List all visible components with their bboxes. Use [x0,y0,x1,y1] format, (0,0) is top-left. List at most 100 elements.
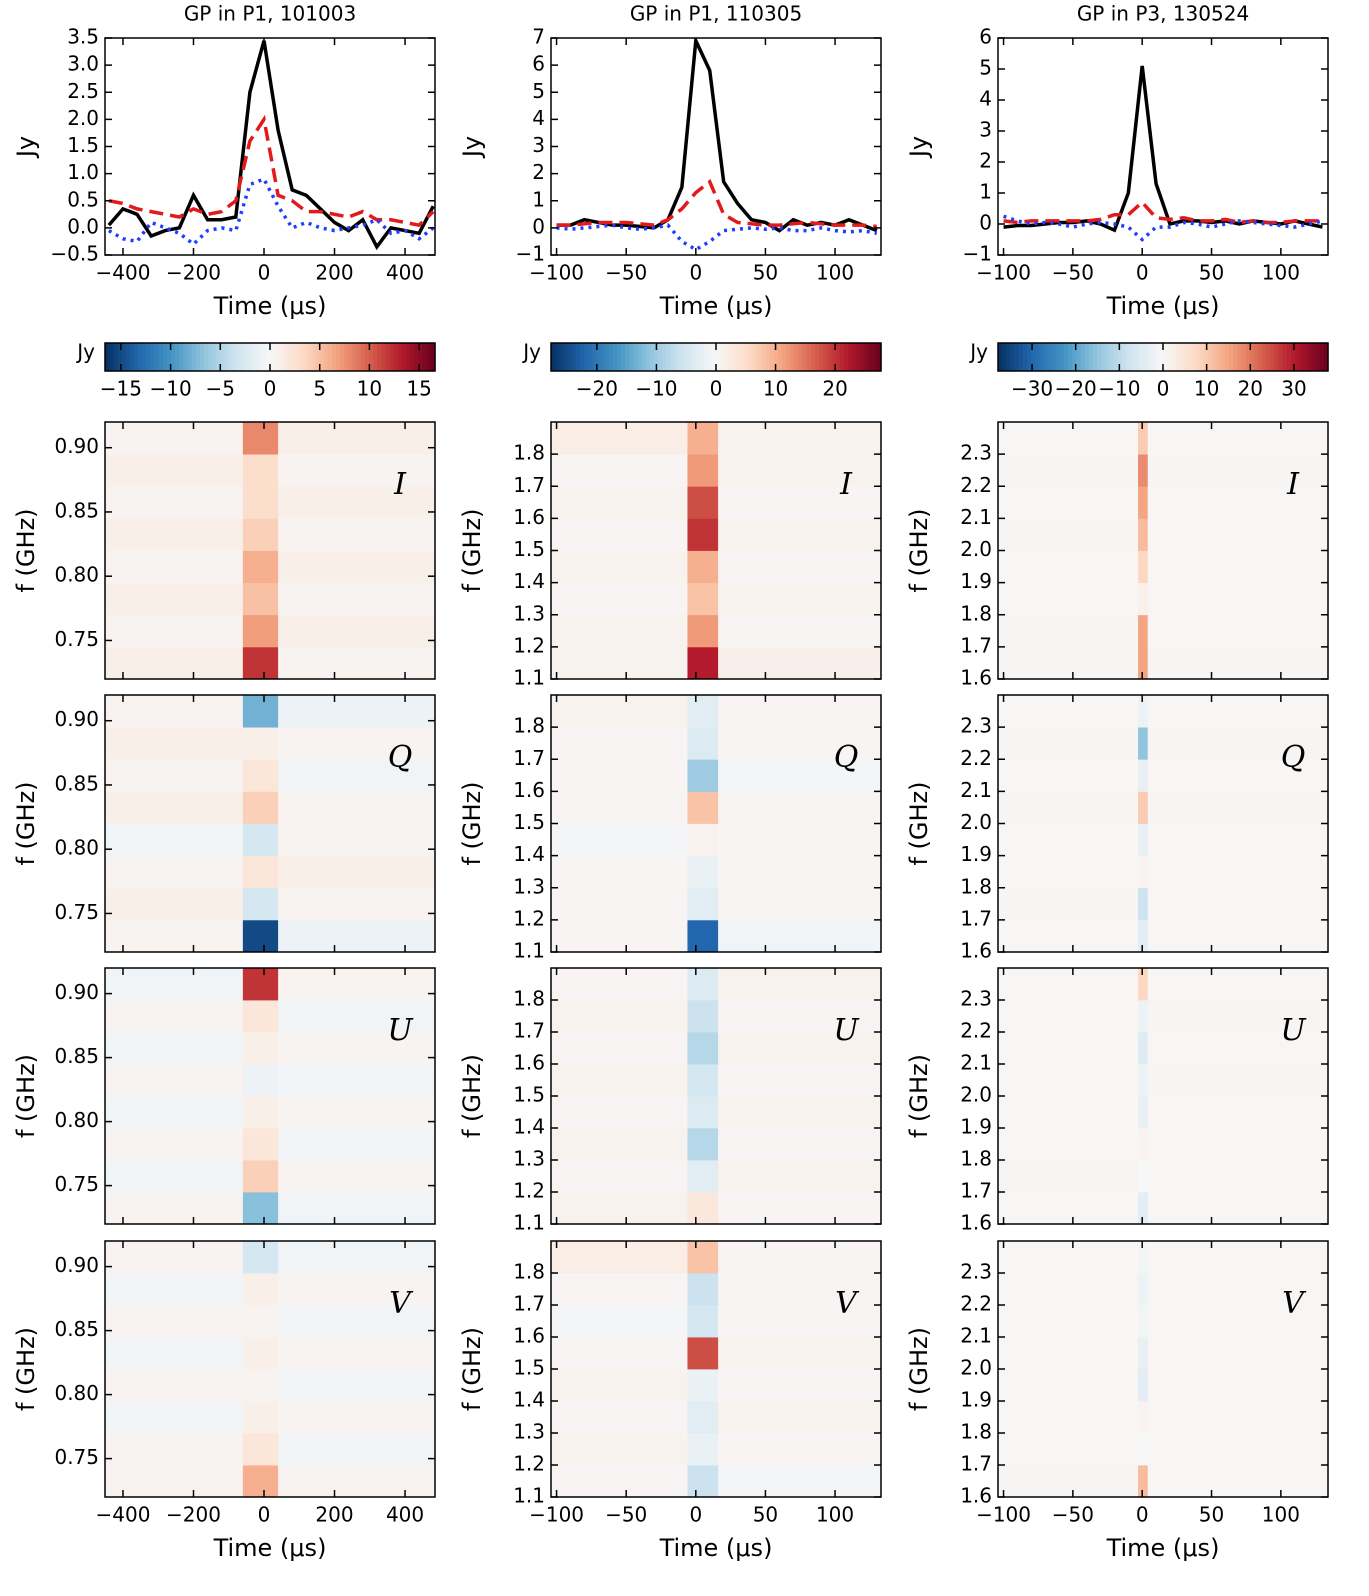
heatmap-cell [105,1192,244,1225]
colorbar-swatch [249,343,255,371]
x-tick-label: 100 [816,1503,854,1527]
heatmap-cell [687,1433,719,1466]
colorbar-swatch [608,343,614,371]
colorbar-swatch [699,343,705,371]
colorbar-swatch [1130,343,1135,371]
heatmap-cell [242,614,279,648]
y-tick-label: 1.7 [513,1019,545,1043]
y-axis-label: f (GHz) [458,508,486,592]
colorbar-swatch [129,343,135,371]
colorbar-swatch [1026,343,1032,371]
heatmap-cell [551,1241,688,1274]
heatmap-cell [551,1369,688,1402]
stokes-label: U [1280,1013,1307,1048]
heatmap-cell [1138,1465,1149,1498]
heatmap-cell [1147,1241,1329,1274]
y-tick-label: 1.2 [513,1179,545,1203]
chart-title: GP in P3, 130524 [1077,2,1249,26]
heatmap-cell [1138,727,1149,760]
heatmap-cell [1147,919,1329,953]
y-tick-label: 1.7 [960,906,992,930]
colorbar-swatch [1187,343,1193,371]
colorbar-tick-label: 0 [710,377,723,401]
heatmap-cell [242,486,279,519]
heatmap-cell [1147,1273,1329,1306]
x-tick-label: −100 [529,1503,584,1527]
heatmap-cell [998,727,1139,760]
heatmap-cell [718,1337,882,1370]
colorbar-swatch [856,343,861,371]
colorbar-swatch [612,343,618,371]
x-tick-label: −400 [96,261,151,285]
y-tick-label: −1 [963,242,992,266]
y-axis-label: f (GHz) [12,1327,40,1411]
colorbar-swatch [765,343,771,371]
heatmap-cell [105,1401,244,1434]
heatmap-cell [278,887,436,921]
heatmap-cell [551,1465,688,1498]
colorbar-swatch [596,343,602,371]
y-axis-label: Jy [905,136,933,159]
colorbar-swatch [208,343,213,371]
heatmap-cell [718,1305,882,1338]
heatmap-cell [242,518,279,551]
heatmap-cell [718,1192,882,1225]
y-tick-label: 1.1 [513,1484,545,1508]
colorbar-swatch [340,343,345,371]
colorbar-swatch [162,343,168,371]
heatmap-cell [998,1064,1139,1097]
y-tick-label: 0.75 [54,1172,99,1196]
y-tick-label: 1.6 [960,666,992,690]
colorbar-swatch [815,343,820,371]
stokes-label: I [839,467,853,502]
colorbar-swatch [848,343,853,371]
colorbar-swatch [707,343,713,371]
colorbar-swatch [1208,343,1214,371]
y-tick-label: 4 [532,106,545,130]
colorbar-swatch [1097,343,1102,371]
heatmap-cell [105,855,244,889]
heatmap-cell [242,1465,279,1498]
heatmap-cell [278,1032,436,1065]
colorbar-tick-label: −30 [1011,377,1053,401]
y-tick-label: 1.5 [513,1356,545,1380]
heatmap-cell [105,1305,244,1338]
colorbar-swatch [183,343,189,371]
colorbar-swatch [876,343,882,371]
heatmap-cell [551,855,688,889]
y-axis-label: f (GHz) [458,1327,486,1411]
x-tick-label: 0 [258,1503,271,1527]
colorbar-frame [104,342,436,372]
heatmap-cell [551,614,688,648]
heatmap-cell [687,759,719,792]
heatmap-cell [242,1160,279,1193]
heatmap-cell [687,968,719,1001]
heatmap-cell [242,454,279,487]
y-axis-label: f (GHz) [12,508,40,592]
y-tick-label: 2.1 [960,505,992,529]
y-tick-label: 6 [979,25,992,49]
colorbar-swatch [195,343,201,371]
colorbar-swatch [810,343,816,371]
y-tick-label: 2.3 [960,1260,992,1284]
colorbar-swatch [1204,343,1209,371]
colorbar-swatch [1158,343,1164,371]
y-tick-label: 3.5 [67,25,99,49]
y-tick-label: 1.0 [67,160,99,184]
y-tick-label: 1.8 [513,441,545,465]
colorbar-swatch [1084,343,1090,371]
colorbar-swatch [621,343,626,371]
heatmap-cell [718,887,882,921]
heatmap-cell [278,759,436,792]
colorbar-swatch [286,343,292,371]
colorbar-swatch [356,343,362,371]
heatmap-cell [1147,1305,1329,1338]
heatmap-cell [687,855,719,889]
heatmap-cell [105,1000,244,1033]
colorbar-swatch [1035,343,1040,371]
heatmap-cell [718,823,882,857]
colorbar-swatch [711,343,717,371]
colorbar-swatch [1212,343,1218,371]
colorbar-tick-label: 10 [1194,377,1219,401]
y-axis-label: f (GHz) [458,1054,486,1138]
